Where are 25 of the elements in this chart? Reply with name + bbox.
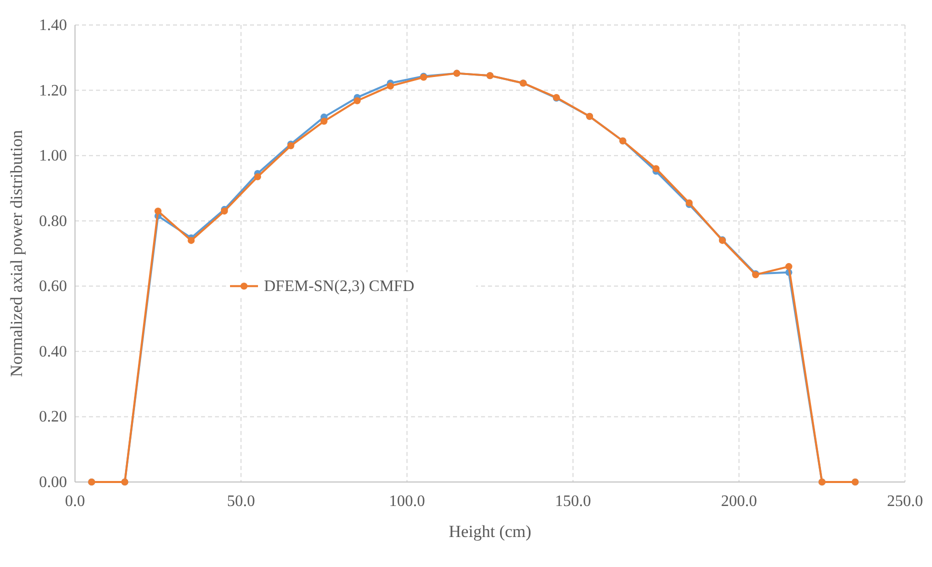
x-tick-label: 100.0: [389, 493, 425, 510]
y-tick-label: 1.40: [39, 17, 67, 34]
legend-label: DFEM-SN(2,3) CMFD: [264, 278, 414, 296]
point: [386, 82, 394, 90]
y-tick-label: 1.20: [39, 82, 67, 100]
x-axis-title: Height (cm): [448, 522, 532, 541]
y-tick-label: 0.20: [39, 408, 67, 426]
y-tick-label: 0.00: [39, 474, 67, 491]
x-tick-label: 150.0: [555, 493, 591, 510]
point: [354, 97, 361, 104]
y-tick-label: 0.80: [39, 212, 67, 230]
point: [320, 118, 328, 125]
y-tick-label: 1.00: [39, 148, 67, 165]
point: [785, 263, 792, 270]
y-axis-title: Normalized axial power distribution: [7, 130, 26, 377]
y-tick-label: 0.60: [39, 278, 67, 296]
point: [188, 236, 195, 244]
x-tick-label: 250.0: [887, 493, 923, 510]
x-tick-label: 50.0: [227, 493, 255, 510]
x-tick-label: 0.0: [65, 493, 85, 510]
point: [652, 165, 660, 172]
point: [154, 208, 162, 215]
y-tick-label: 0.40: [39, 343, 67, 360]
x-tick-label: 200.0: [721, 493, 757, 510]
point: [254, 173, 262, 180]
